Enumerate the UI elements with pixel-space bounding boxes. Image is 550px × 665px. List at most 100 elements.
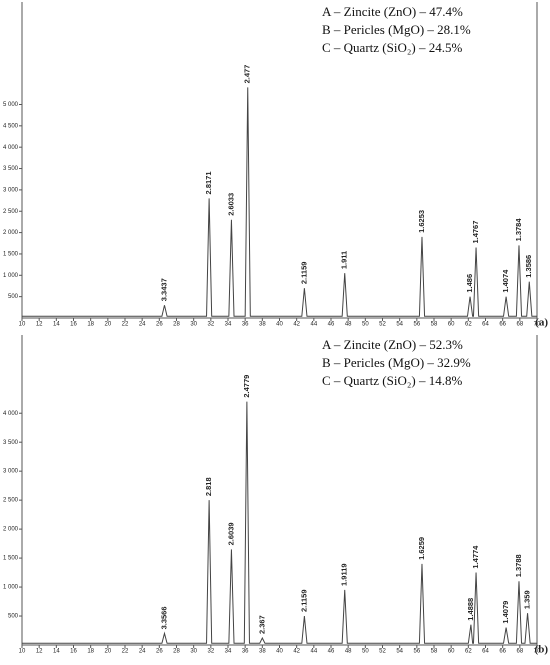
x-tick-label: 56: [413, 322, 420, 328]
peak-label: 1.4888: [466, 598, 475, 621]
x-tick-label: 62: [465, 649, 472, 655]
x-tick-label: 20: [104, 322, 111, 328]
x-tick-label: 46: [328, 649, 335, 655]
y-tick-label: 3 500: [3, 440, 19, 446]
peak-label: 1.6253: [417, 210, 426, 233]
x-tick-label: 40: [276, 649, 283, 655]
y-tick-label: 3 500: [3, 166, 19, 172]
x-tick-label: 54: [396, 649, 403, 655]
phase-note: C – Quartz (SiO₂) – 24.5%: [322, 40, 462, 55]
x-tick-label: 34: [225, 322, 232, 328]
y-tick-label: 500: [8, 614, 19, 620]
peak-label: 2.367: [257, 615, 266, 634]
x-tick-label: 16: [70, 322, 77, 328]
x-tick-label: 50: [362, 649, 369, 655]
y-tick-label: 2 000: [3, 527, 19, 533]
x-tick-label: 16: [70, 649, 77, 655]
y-tick-label: 4 000: [3, 145, 19, 151]
peak-label: 2.4779: [242, 375, 251, 398]
x-tick-label: 68: [516, 649, 523, 655]
x-tick-label: 48: [345, 322, 352, 328]
peak-label: 2.6033: [226, 193, 235, 216]
x-tick-label: 50: [362, 322, 369, 328]
peak-label: 1.911: [340, 251, 349, 269]
x-tick-label: 28: [173, 649, 180, 655]
peak-label: 1.4767: [471, 221, 480, 244]
phase-note: C – Quartz (SiO₂) – 14.8%: [322, 373, 462, 388]
phase-note: A – Zincite (ZnO) – 47.4%: [322, 4, 463, 19]
phase-note: A – Zincite (ZnO) – 52.3%: [322, 337, 463, 352]
x-tick-label: 34: [225, 649, 232, 655]
x-tick-label: 12: [36, 322, 43, 328]
x-tick-label: 36: [242, 322, 249, 328]
y-tick-label: 500: [8, 294, 19, 300]
peak-label: 2.818: [204, 477, 213, 496]
x-tick-label: 70: [534, 322, 541, 328]
panel-label: (b): [535, 644, 549, 656]
x-tick-label: 66: [499, 649, 506, 655]
phase-note: B – Pericles (MgO) – 28.1%: [322, 22, 471, 37]
x-tick-label: 26: [156, 322, 163, 328]
x-tick-label: 36: [242, 649, 249, 655]
x-tick-label: 10: [19, 649, 26, 655]
peak-label: 2.477: [243, 65, 252, 84]
x-tick-label: 30: [190, 649, 197, 655]
y-tick-label: 1 000: [3, 585, 19, 591]
x-tick-label: 10: [19, 322, 26, 328]
peak-label: 2.1159: [299, 589, 308, 612]
x-tick-label: 14: [53, 649, 60, 655]
y-tick-label: 4 500: [3, 123, 19, 129]
y-tick-label: 2 000: [3, 230, 19, 236]
x-tick-label: 40: [276, 322, 283, 328]
x-tick-label: 22: [122, 649, 129, 655]
x-tick-label: 30: [190, 322, 197, 328]
y-tick-label: 3 000: [3, 469, 19, 475]
peak-label: 3.3566: [159, 606, 168, 629]
x-tick-label: 64: [482, 322, 489, 328]
peak-label: 1.6259: [417, 537, 426, 560]
x-tick-label: 58: [431, 649, 438, 655]
x-tick-label: 42: [293, 322, 300, 328]
peak-label: 1.4774: [471, 545, 480, 569]
x-tick-label: 20: [104, 649, 111, 655]
peak-label: 2.6039: [226, 522, 235, 545]
x-tick-label: 46: [328, 322, 335, 328]
x-tick-label: 38: [259, 322, 266, 328]
peak-label: 1.4079: [501, 601, 510, 624]
peak-label: 2.8171: [204, 171, 213, 194]
x-tick-label: 64: [482, 649, 489, 655]
x-tick-label: 44: [310, 322, 317, 328]
y-tick-label: 3 000: [3, 187, 19, 193]
x-tick-label: 24: [139, 649, 146, 655]
x-tick-label: 54: [396, 322, 403, 328]
peak-label: 1.9119: [340, 563, 349, 586]
peak-label: 1.3784: [514, 218, 523, 242]
y-tick-label: 1 000: [3, 273, 19, 279]
x-tick-label: 70: [534, 649, 541, 655]
x-tick-label: 12: [36, 649, 43, 655]
x-tick-label: 66: [499, 322, 506, 328]
x-tick-label: 58: [431, 322, 438, 328]
x-tick-label: 60: [448, 649, 455, 655]
diffraction-profile: [22, 87, 537, 317]
x-tick-label: 68: [516, 322, 523, 328]
y-tick-label: 1 500: [3, 556, 19, 562]
y-tick-label: 4 000: [3, 411, 19, 417]
peak-label: 1.359: [523, 590, 532, 609]
phase-note: B – Pericles (MgO) – 32.9%: [322, 355, 471, 370]
peak-label: 1.3586: [524, 255, 533, 278]
x-tick-label: 18: [87, 322, 94, 328]
peak-label: 1.486: [465, 274, 474, 293]
x-tick-label: 48: [345, 649, 352, 655]
x-tick-label: 28: [173, 322, 180, 328]
x-tick-label: 22: [122, 322, 129, 328]
peak-label: 1.4074: [501, 269, 510, 293]
x-tick-label: 62: [465, 322, 472, 328]
peak-label: 2.1159: [299, 262, 308, 285]
x-tick-label: 14: [53, 322, 60, 328]
x-tick-label: 42: [293, 649, 300, 655]
diffraction-profile: [22, 401, 537, 644]
x-tick-label: 52: [379, 649, 386, 655]
x-tick-label: 32: [207, 649, 214, 655]
